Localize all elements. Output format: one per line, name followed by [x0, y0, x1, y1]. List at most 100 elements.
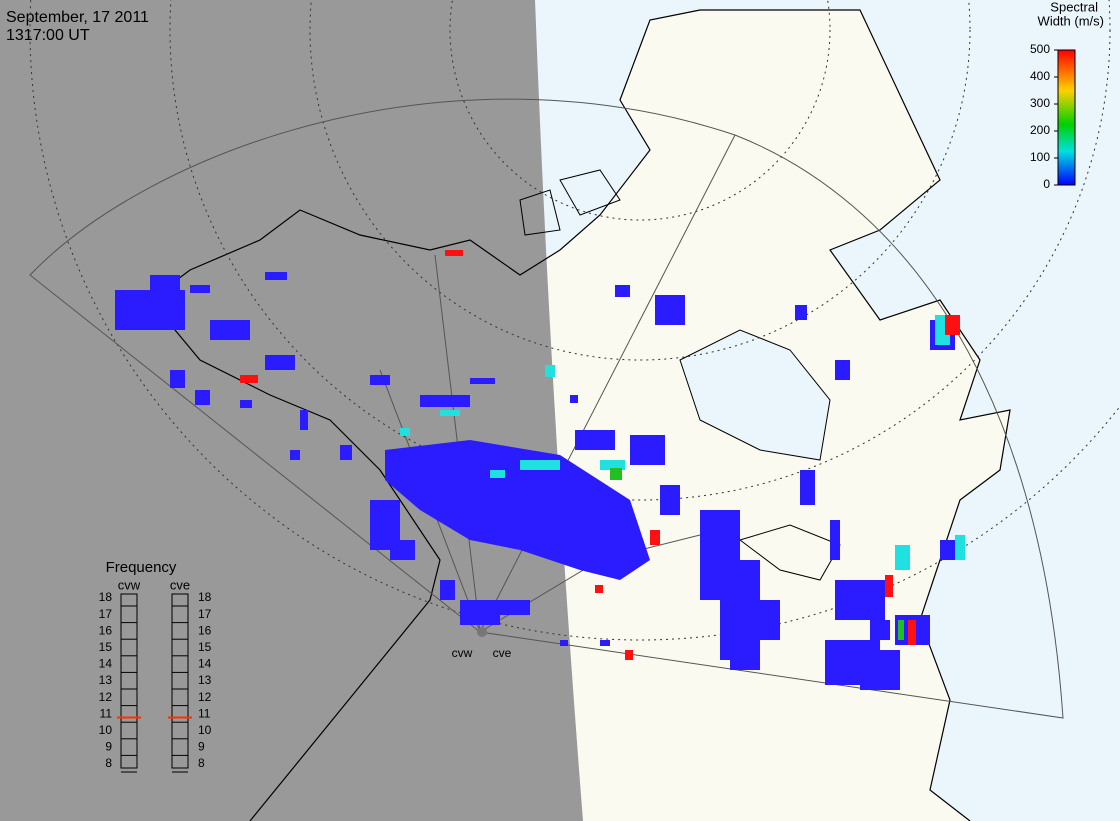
echo-cluster [385, 440, 650, 580]
frequency-tick-label: 9 [198, 740, 205, 754]
echo-cell [600, 460, 625, 470]
frequency-tick-label: 17 [198, 607, 212, 621]
land [150, 10, 1010, 821]
echo-cell [420, 395, 470, 407]
radar-name: cvw [118, 577, 141, 592]
echo-cell [265, 272, 287, 280]
echo-cell [340, 445, 352, 460]
echo-cell [660, 485, 680, 515]
frequency-tick-label: 18 [198, 590, 212, 604]
echo-cell [545, 365, 555, 377]
echo-cell [300, 410, 308, 430]
echo-cell [265, 355, 295, 370]
frequency-tick-label: 15 [99, 640, 113, 654]
echo-cell [835, 580, 885, 620]
frequency-column [120, 593, 138, 769]
colorbar-tick-label: 300 [1030, 96, 1050, 110]
frequency-title: Frequency [106, 559, 177, 576]
echo-cell [880, 650, 900, 690]
echo-cell [520, 460, 560, 470]
echo-cells [115, 250, 965, 690]
echo-cell [625, 650, 633, 660]
radar-label: cve [493, 646, 512, 660]
frequency-column [171, 593, 189, 769]
colorbar-tick-label: 0 [1043, 177, 1050, 191]
frequency-tick-label: 14 [99, 657, 113, 671]
hudson-bay [679, 329, 831, 461]
echo-cell [115, 290, 185, 330]
echo-cell [610, 468, 622, 480]
frequency-tick-label: 10 [99, 723, 113, 737]
echo-cell [870, 620, 890, 640]
frequency-tick-label: 16 [198, 623, 212, 637]
echo-cell [955, 535, 965, 560]
frequency-tick-label: 16 [99, 623, 113, 637]
echo-cell [795, 305, 807, 320]
echo-cell [908, 620, 916, 645]
echo-cell [210, 320, 250, 340]
frequency-tick-label: 13 [198, 673, 212, 687]
echo-cell [490, 470, 505, 478]
echo-cell [615, 285, 630, 297]
echo-cell [595, 585, 603, 593]
frequency-tick-label: 13 [99, 673, 113, 687]
echo-cell [570, 395, 578, 403]
echo-cell [730, 640, 760, 670]
echo-cell [460, 600, 500, 625]
frequency-tick-label: 8 [105, 756, 112, 770]
echo-cell [195, 390, 210, 405]
echo-cell [170, 370, 185, 388]
frequency-tick-label: 9 [105, 740, 112, 754]
echo-cell [860, 660, 880, 690]
time: 1317:00 UT [6, 27, 90, 44]
echo-cell [370, 375, 390, 385]
echo-cell [390, 540, 415, 560]
echo-cell [240, 375, 258, 383]
echo-cell [655, 295, 685, 325]
frequency-tick-label: 15 [198, 640, 212, 654]
colorbar [1057, 49, 1076, 186]
echo-cell [898, 620, 904, 640]
frequency-tick-label: 12 [198, 690, 212, 704]
echo-cell [560, 640, 568, 646]
colorbar-title: Spectral [1050, 0, 1098, 14]
echo-cell [885, 575, 893, 597]
echo-cell [470, 378, 495, 384]
radar-site [477, 627, 487, 637]
islands-lakes [519, 169, 841, 581]
frequency-tick-label: 11 [198, 706, 211, 720]
echo-cell [440, 410, 460, 416]
frequency-tick-label: 10 [198, 723, 212, 737]
echo-cell [150, 275, 180, 295]
echo-cell [440, 580, 455, 600]
frequency-tick-label: 12 [99, 690, 113, 704]
frequency-tick-label: 17 [99, 607, 113, 621]
latitude-circles [29, 0, 1120, 641]
coastline [149, 9, 1011, 821]
echo-cell [830, 520, 840, 560]
echo-cell [445, 250, 463, 256]
frequency-tick-label: 14 [198, 657, 212, 671]
echo-cell [760, 600, 780, 640]
echo-cell [600, 640, 610, 646]
frequency-tick-label: 18 [99, 590, 113, 604]
echo-cell [800, 470, 815, 505]
echo-cell [190, 285, 210, 293]
echo-cell [240, 400, 252, 408]
echo-cell [500, 600, 530, 615]
frequency-tick-label: 8 [198, 756, 205, 770]
night-region [0, 0, 583, 821]
echo-cell [400, 428, 410, 436]
colorbar-tick-label: 500 [1030, 42, 1050, 56]
frequency-tick-label: 11 [100, 706, 113, 720]
radar-label: cvw [452, 646, 473, 660]
echo-cell [895, 545, 910, 570]
echo-cell [835, 360, 850, 380]
echo-cell [575, 430, 615, 450]
echo-cell [945, 315, 960, 335]
echo-cell [650, 530, 660, 545]
date: September, 17 2011 [6, 9, 149, 26]
radar-name: cve [170, 577, 190, 592]
